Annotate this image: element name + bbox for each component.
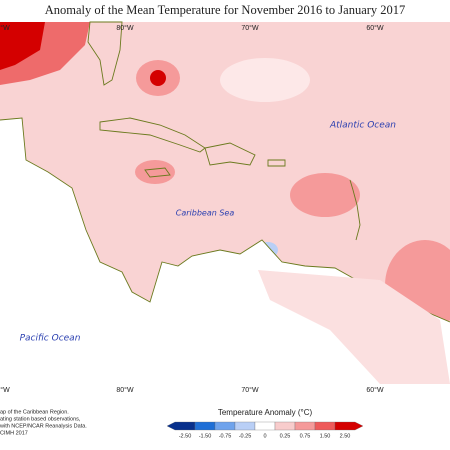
legend-label: 1.50 — [320, 433, 331, 439]
longitude-label: 80°W — [116, 386, 134, 394]
longitude-label: °W — [0, 24, 10, 32]
longitude-label: 70°W — [241, 386, 259, 394]
bottom-labels: °W 80°W 70°W 60°W — [0, 386, 384, 394]
legend-label: -0.75 — [219, 433, 232, 439]
region-label: Caribbean Sea — [176, 209, 235, 218]
legend-label: 0 — [263, 433, 266, 439]
legend-swatch — [214, 421, 236, 431]
legend-swatch — [234, 421, 256, 431]
legend-title: Temperature Anomaly (°C) — [218, 408, 313, 417]
anomaly-patch — [220, 58, 310, 102]
legend-swatch — [194, 421, 216, 431]
hispaniola — [204, 142, 256, 166]
anomaly-patch — [290, 173, 360, 217]
note-line: CIMH 2017 — [0, 430, 28, 436]
note-line: ap of the Caribbean Region. — [0, 409, 69, 415]
note-line: with NCEP/NCAR Reanalysis Data. — [0, 423, 87, 429]
legend-swatch — [166, 421, 196, 431]
top-labels: °W 80°W 70°W 60°W — [0, 24, 384, 32]
anomaly-patch — [135, 160, 175, 184]
longitude-label: 60°W — [366, 386, 384, 394]
legend-label: -1.50 — [199, 433, 212, 439]
legend-swatch — [334, 421, 364, 431]
legend-label: -2.50 — [179, 433, 192, 439]
legend-swatch — [294, 421, 316, 431]
legend-label: -0.25 — [239, 433, 252, 439]
florida — [87, 21, 123, 86]
jamaica — [144, 167, 171, 178]
legend-swatch — [274, 421, 296, 431]
longitude-label: 80°W — [116, 24, 134, 32]
legend-swatch — [314, 421, 336, 431]
anomaly-patch — [0, 22, 45, 70]
longitude-label: 70°W — [241, 24, 259, 32]
legend: -2.50 -1.50 -0.75 -0.25 0 0.25 0.75 1.50 2.50 — [166, 421, 364, 439]
anomaly-patch — [258, 270, 450, 384]
lesser-antilles — [349, 179, 361, 241]
legend-label: 0.25 — [280, 433, 291, 439]
legend-swatch — [254, 421, 276, 431]
puerto-rico — [267, 159, 286, 167]
legend-label: 0.75 — [300, 433, 311, 439]
note-line: ating station based observations, — [0, 416, 81, 422]
region-label: Atlantic Ocean — [329, 121, 396, 131]
notes: ap of the Caribbean Region.ating station… — [0, 409, 87, 436]
coastline — [0, 117, 450, 323]
longitude-label: °W — [0, 386, 10, 394]
region-label: Pacific Ocean — [20, 334, 81, 344]
map — [0, 21, 450, 384]
title: Anomaly of the Mean Temperature for Nove… — [45, 3, 406, 17]
cuba — [99, 117, 206, 153]
legend-label: 2.50 — [340, 433, 351, 439]
anomaly-patch — [150, 70, 166, 86]
longitude-label: 60°W — [366, 24, 384, 32]
